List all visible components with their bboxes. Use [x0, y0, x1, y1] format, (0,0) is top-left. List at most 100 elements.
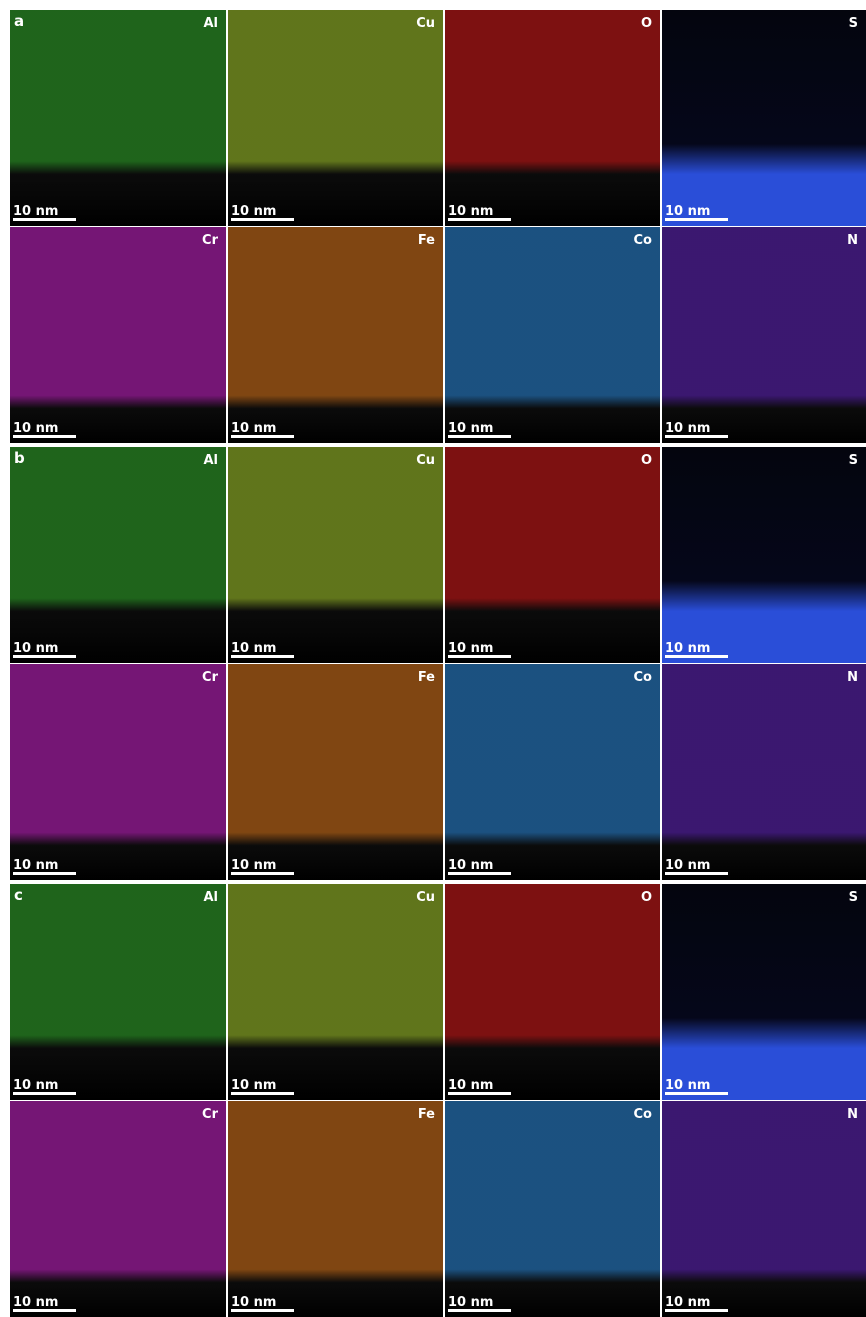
scale-bar-label: 10 nm — [231, 858, 276, 873]
element-map: Co 10 nm — [445, 1101, 660, 1317]
scale-bar — [231, 872, 294, 875]
scale-bar-label: 10 nm — [231, 204, 276, 219]
scale-bar-label: 10 nm — [231, 421, 276, 436]
element-map: a Al 10 nm — [10, 10, 226, 226]
scale-bar — [448, 435, 511, 438]
element-label: S — [849, 890, 858, 905]
scale-bar-label: 10 nm — [13, 1078, 58, 1093]
element-map: Cu 10 nm — [228, 447, 443, 663]
scale-bar — [665, 1092, 728, 1095]
element-map: Fe 10 nm — [228, 1101, 443, 1317]
scale-bar — [448, 218, 511, 221]
scale-bar — [231, 1309, 294, 1312]
element-label: Cu — [416, 453, 435, 468]
element-map: Cu 10 nm — [228, 884, 443, 1100]
scale-bar-label: 10 nm — [231, 1078, 276, 1093]
element-label: Fe — [418, 233, 435, 248]
scale-bar-label: 10 nm — [13, 641, 58, 656]
scale-bar-label: 10 nm — [448, 1295, 493, 1310]
element-label: Al — [203, 16, 218, 31]
element-label: O — [641, 890, 652, 905]
element-label: Cr — [202, 1107, 218, 1122]
element-map: Co 10 nm — [445, 227, 660, 443]
element-label: N — [847, 670, 858, 685]
figure: a Al 10 nm Cu 10 nm O 10 nm S 10 nm Cr 10 nm Fe 10 n… — [0, 0, 866, 1316]
scale-bar — [665, 218, 728, 221]
scale-bar-label: 10 nm — [665, 1078, 710, 1093]
panel-label: b — [14, 449, 25, 467]
element-map: O 10 nm — [445, 884, 660, 1100]
element-map: N 10 nm — [662, 1101, 866, 1317]
element-label: O — [641, 453, 652, 468]
element-label: Co — [634, 233, 652, 248]
element-map: Cr 10 nm — [10, 1101, 226, 1317]
scale-bar-label: 10 nm — [665, 858, 710, 873]
scale-bar — [665, 872, 728, 875]
element-map: Co 10 nm — [445, 664, 660, 880]
scale-bar-label: 10 nm — [665, 204, 710, 219]
scale-bar-label: 10 nm — [448, 421, 493, 436]
scale-bar — [448, 655, 511, 658]
element-map: O 10 nm — [445, 10, 660, 226]
scale-bar — [13, 872, 76, 875]
scale-bar-label: 10 nm — [13, 421, 58, 436]
element-map: Fe 10 nm — [228, 227, 443, 443]
scale-bar-label: 10 nm — [13, 858, 58, 873]
element-label: Cu — [416, 890, 435, 905]
element-label: Cr — [202, 670, 218, 685]
panel-label: a — [14, 12, 24, 30]
element-map: S 10 nm — [662, 10, 866, 226]
element-label: Al — [203, 453, 218, 468]
element-label: Cu — [416, 16, 435, 31]
element-map: c Al 10 nm — [10, 884, 226, 1100]
scale-bar — [13, 1092, 76, 1095]
scale-bar — [13, 218, 76, 221]
scale-bar-label: 10 nm — [448, 858, 493, 873]
element-label: S — [849, 16, 858, 31]
scale-bar — [13, 655, 76, 658]
element-label: O — [641, 16, 652, 31]
element-map: S 10 nm — [662, 884, 866, 1100]
element-map: b Al 10 nm — [10, 447, 226, 663]
scale-bar-label: 10 nm — [665, 641, 710, 656]
scale-bar-label: 10 nm — [448, 204, 493, 219]
element-label: Fe — [418, 670, 435, 685]
scale-bar — [231, 1092, 294, 1095]
element-map: N 10 nm — [662, 227, 866, 443]
element-label: Al — [203, 890, 218, 905]
element-label: Fe — [418, 1107, 435, 1122]
scale-bar — [665, 435, 728, 438]
element-label: Co — [634, 670, 652, 685]
scale-bar — [665, 655, 728, 658]
element-map: Cr 10 nm — [10, 227, 226, 443]
scale-bar — [231, 435, 294, 438]
element-map: O 10 nm — [445, 447, 660, 663]
scale-bar — [448, 1092, 511, 1095]
scale-bar-label: 10 nm — [231, 641, 276, 656]
scale-bar — [231, 218, 294, 221]
element-map: Cr 10 nm — [10, 664, 226, 880]
scale-bar-label: 10 nm — [448, 641, 493, 656]
element-label: N — [847, 1107, 858, 1122]
element-map: N 10 nm — [662, 664, 866, 880]
scale-bar-label: 10 nm — [665, 421, 710, 436]
scale-bar — [231, 655, 294, 658]
element-map: Fe 10 nm — [228, 664, 443, 880]
scale-bar-label: 10 nm — [13, 1295, 58, 1310]
scale-bar-label: 10 nm — [665, 1295, 710, 1310]
scale-bar — [665, 1309, 728, 1312]
element-map: Cu 10 nm — [228, 10, 443, 226]
panel-label: c — [14, 886, 23, 904]
element-label: N — [847, 233, 858, 248]
scale-bar — [13, 1309, 76, 1312]
scale-bar-label: 10 nm — [448, 1078, 493, 1093]
element-label: S — [849, 453, 858, 468]
scale-bar — [448, 872, 511, 875]
element-label: Cr — [202, 233, 218, 248]
scale-bar-label: 10 nm — [13, 204, 58, 219]
scale-bar-label: 10 nm — [231, 1295, 276, 1310]
element-label: Co — [634, 1107, 652, 1122]
scale-bar — [13, 435, 76, 438]
element-map: S 10 nm — [662, 447, 866, 663]
scale-bar — [448, 1309, 511, 1312]
